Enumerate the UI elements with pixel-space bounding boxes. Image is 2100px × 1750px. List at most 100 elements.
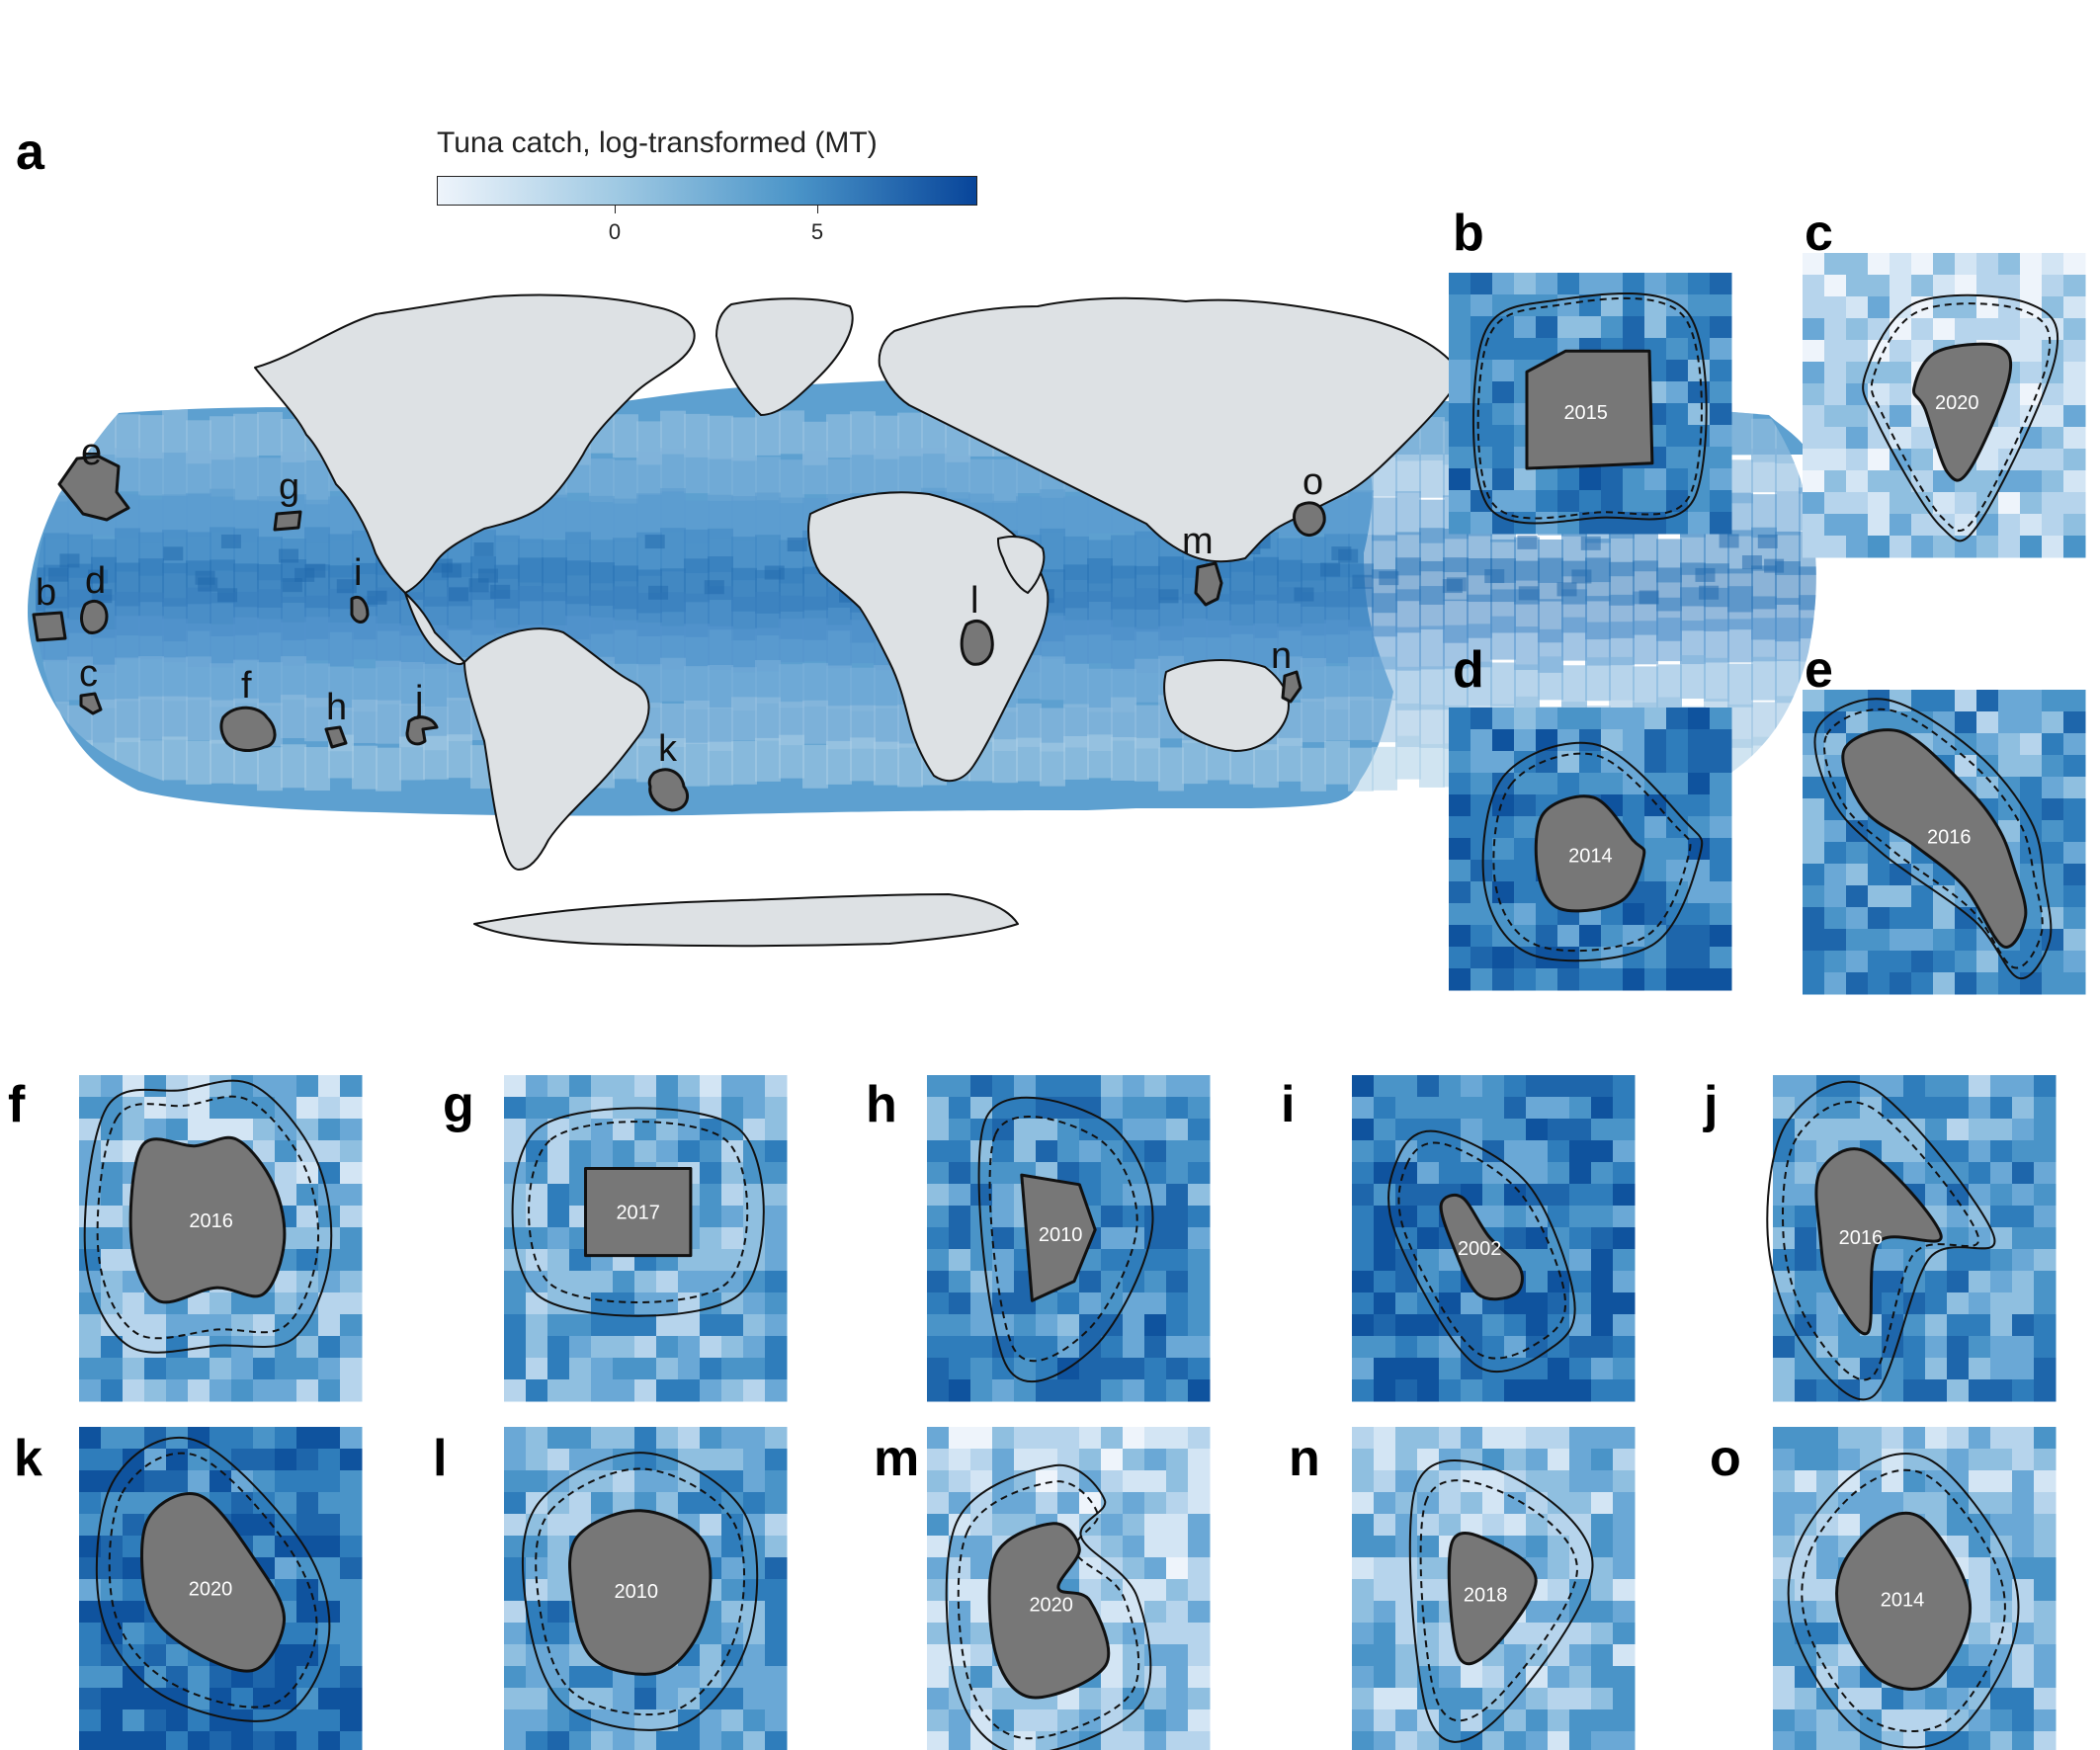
panel-letter-o: o (1710, 1430, 1741, 1487)
protected-area-polygon (1447, 1532, 1538, 1666)
buffer-outer-line (521, 1452, 759, 1731)
panel-letter-c: c (1805, 205, 1833, 262)
establishment-year: 2015 (1563, 402, 1608, 424)
protected-area-polygon (1835, 1511, 1973, 1691)
catch-grid (1352, 1075, 1636, 1402)
buffer-outer-line (1481, 741, 1704, 962)
inset-j: 2016 (1766, 1075, 2057, 1402)
inset-g: 2017 (504, 1075, 788, 1402)
colorbar-label-5: 5 (810, 219, 824, 244)
establishment-year: 2016 (1839, 1227, 1884, 1249)
protected-area-polygon (1912, 342, 2013, 482)
panel-letter-l: l (433, 1430, 448, 1487)
buffer-outer-line (511, 1107, 765, 1317)
map-label-j: j (414, 679, 423, 720)
panel-letter-n: n (1289, 1430, 1320, 1487)
panel-letter-h: h (866, 1076, 897, 1133)
protected-area-polygon (1534, 794, 1646, 913)
establishment-year: 2016 (189, 1210, 233, 1232)
catch-grid (927, 1427, 1211, 1750)
inset-i: 2002 (1352, 1075, 1636, 1402)
colorbar-label-0: 0 (608, 219, 622, 244)
map-label-f: f (241, 665, 252, 707)
buffer-outer-line (83, 1079, 333, 1354)
panel-letter-j: j (1704, 1076, 1719, 1133)
site-k (647, 768, 689, 812)
site-o (1293, 501, 1326, 538)
site-h (324, 725, 348, 749)
site-i (350, 596, 370, 624)
inset-l: 2010 (504, 1427, 788, 1750)
greenland (715, 297, 854, 416)
buffer-outer-line (1387, 1129, 1576, 1373)
north-america (254, 293, 696, 594)
site-e (57, 455, 130, 522)
protected-area-polygon (584, 1167, 693, 1258)
buffer-inner-dashed-line (1782, 1101, 1980, 1381)
eurasia (878, 296, 1464, 563)
map-sites (32, 455, 1326, 812)
colorbar-title: Tuna catch, log-transformed (MT) (437, 126, 878, 159)
protected-area-polygon (568, 1509, 713, 1676)
buffer-inner-dashed-line (535, 1467, 745, 1716)
buffer-inner-dashed-line (96, 1095, 320, 1340)
buffer-outer-line (1471, 292, 1708, 525)
buffer-outer-line (1862, 293, 2059, 542)
buffer-inner-dashed-line (1419, 1479, 1578, 1722)
site-b (32, 611, 67, 642)
map-label-b: b (36, 572, 56, 614)
map-label-n: n (1271, 635, 1292, 677)
buffer-inner-dashed-line (1870, 302, 2052, 533)
site-g (273, 510, 302, 532)
buffer-outer-line (1408, 1458, 1594, 1743)
catch-grid (1449, 708, 1732, 991)
establishment-year: 2014 (1568, 846, 1613, 868)
inset-e: 2016 (1803, 690, 2086, 995)
south-america (463, 627, 650, 871)
site-d (80, 600, 109, 634)
protected-area-polygon (1841, 728, 2028, 949)
buffer-outer-line (1813, 698, 2053, 979)
india (997, 536, 1046, 594)
site-j (405, 715, 439, 746)
establishment-year: 2020 (189, 1578, 233, 1600)
panel-letter-d: d (1453, 641, 1484, 699)
establishment-year: 2020 (1029, 1594, 1073, 1616)
map-label-e: e (81, 432, 102, 473)
buffer-outer-line (1766, 1080, 1996, 1401)
establishment-year: 2010 (1039, 1224, 1083, 1246)
protected-area-polygon (1020, 1173, 1097, 1302)
panel-letter-a: a (16, 124, 44, 181)
establishment-year: 2010 (615, 1581, 659, 1603)
panel-letter-k: k (14, 1430, 42, 1487)
protected-area-polygon (140, 1492, 287, 1673)
protected-area-polygon (1439, 1194, 1524, 1301)
buffer-outer-line (1787, 1453, 2020, 1749)
establishment-year: 2002 (1458, 1238, 1502, 1260)
buffer-outer-line (945, 1463, 1152, 1750)
colorbar-tick-0 (615, 206, 616, 213)
inset-k: 2020 (79, 1427, 363, 1750)
panel-letter-f: f (8, 1076, 26, 1133)
map-label-g: g (279, 466, 299, 508)
buffer-outer-line (977, 1096, 1154, 1383)
inset-d: 2014 (1449, 708, 1732, 991)
inset-h: 2010 (927, 1075, 1211, 1402)
inset-m: 2020 (927, 1427, 1211, 1750)
protected-area-polygon (987, 1522, 1111, 1700)
site-c (79, 692, 103, 715)
map-label-i: i (354, 552, 362, 594)
inset-o: 2014 (1773, 1427, 2057, 1750)
buffer-inner-dashed-line (988, 1116, 1138, 1363)
colorbar (437, 176, 977, 206)
africa (807, 491, 1050, 783)
establishment-year: 2020 (1935, 392, 1979, 414)
antarctica (473, 893, 1019, 948)
buffer-inner-dashed-line (1801, 1468, 2006, 1732)
panel-letter-e: e (1805, 641, 1833, 699)
buffer-inner-dashed-line (957, 1480, 1140, 1740)
map-site-labels: e g b d c i f h j l k m n o (36, 432, 1323, 770)
buffer-inner-dashed-line (1492, 752, 1692, 953)
map-label-o: o (1302, 461, 1323, 503)
site-n (1281, 670, 1302, 704)
